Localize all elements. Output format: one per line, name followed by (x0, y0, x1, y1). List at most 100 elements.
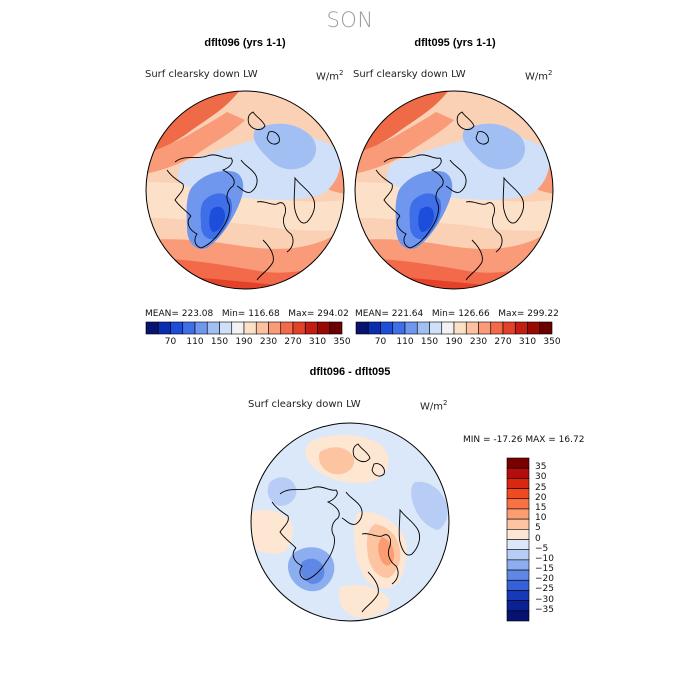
colorbar-swatch (404, 321, 418, 335)
colorbar-swatch (429, 321, 443, 335)
colorbar-tick-label: −25 (535, 584, 554, 595)
colorbar-swatch (506, 549, 530, 561)
coastline (166, 169, 192, 217)
coastline (361, 571, 379, 613)
panel-1-title: dflt096 (yrs 1-1) (204, 37, 286, 49)
field-region (418, 206, 434, 232)
colorbar-swatch (506, 488, 530, 500)
coastline (465, 239, 483, 281)
panel-2-colorbar-ticks: 70 110 150 190 230 270 310 350 (356, 337, 561, 349)
coastline (361, 533, 399, 585)
colorbar-swatch (506, 610, 530, 622)
colorbar-swatch (317, 321, 331, 335)
coastline (383, 154, 444, 205)
panel-1-stats: MEAN= 223.08 Min= 116.68 Max= 294.02 (145, 309, 349, 319)
colorbar-swatch (506, 498, 530, 510)
colorbar-swatch (206, 321, 220, 335)
colorbar-swatch (506, 569, 530, 581)
colorbar-swatch (506, 579, 530, 591)
colorbar-tick-label: 110 (186, 337, 204, 347)
colorbar-swatch (506, 478, 530, 489)
coastline (293, 176, 316, 224)
colorbar-swatch (502, 321, 516, 335)
coastline (279, 486, 340, 537)
colorbar-tick-label: 5 (535, 523, 541, 534)
colorbar-swatch (243, 321, 257, 335)
panel-2-title: dflt095 (yrs 1-1) (414, 37, 496, 49)
colorbar-tick-label: −15 (535, 564, 554, 575)
colorbar-swatch (268, 321, 282, 335)
colorbar-swatch (441, 321, 455, 335)
panel-1-colorbar-ticks: 70 110 150 190 230 270 310 350 (146, 337, 351, 349)
colorbar-tick-label: 190 (235, 337, 253, 347)
colorbar-swatch (506, 457, 530, 469)
coastline (398, 508, 421, 556)
coastline (352, 443, 371, 463)
colorbar-swatch (514, 321, 528, 335)
coastline (465, 201, 503, 253)
colorbar-swatch (453, 321, 467, 335)
colorbar-tick-label: −20 (535, 574, 554, 585)
coastline (475, 131, 489, 145)
coastline (271, 501, 297, 549)
colorbar-tick-label: 70 (374, 337, 387, 347)
colorbar-tick-label: 110 (396, 337, 414, 347)
colorbar-swatch (231, 321, 245, 335)
colorbar-tick-label: 270 (284, 337, 302, 347)
colorbar-swatch (490, 321, 504, 335)
colorbar-swatch (280, 321, 294, 335)
coastline (445, 159, 467, 193)
panel-1-variable: Surf clearsky down LW (145, 69, 258, 80)
coastline (375, 169, 401, 217)
panel-1-units: W/m2 (316, 69, 344, 83)
colorbar-swatch (292, 321, 306, 335)
field-region (251, 510, 293, 554)
diff-map (250, 422, 450, 622)
colorbar-tick-label: 310 (308, 337, 327, 347)
colorbar-tick-label: 310 (518, 337, 537, 347)
colorbar-tick-label: 230 (469, 337, 488, 347)
colorbar-tick-label: 350 (543, 337, 561, 347)
colorbar-swatch (355, 321, 369, 335)
colorbar-swatch (506, 467, 530, 479)
colorbar-swatch (304, 321, 318, 335)
colorbar-swatch (506, 518, 530, 530)
colorbar-swatch (506, 508, 530, 520)
diff-variable: Surf clearsky down LW (248, 399, 361, 410)
coastline (456, 111, 475, 131)
coastline (174, 154, 235, 205)
field-region (339, 584, 390, 618)
colorbar-swatch (416, 321, 430, 335)
colorbar-swatch (219, 321, 233, 335)
colorbar-swatch (182, 321, 196, 335)
diff-colorbar-labels: 35 30 25 20 15 10 5 0 −5 −10 −15 −20 −25 −30 −35 (535, 458, 575, 621)
colorbar-tick-label: 350 (333, 337, 351, 347)
diff-colorbar (506, 457, 530, 622)
colorbar-swatch (465, 321, 479, 335)
field-region (318, 447, 355, 475)
colorbar-tick-label: 20 (535, 492, 547, 503)
panel-2-map (354, 90, 554, 290)
colorbar-swatch (367, 321, 381, 335)
colorbar-tick-label: 15 (535, 502, 547, 513)
colorbar-tick-label: 25 (535, 482, 547, 493)
colorbar-tick-label: 150 (420, 337, 439, 347)
field-region (209, 206, 225, 232)
colorbar-tick-label: 230 (259, 337, 278, 347)
coastline (502, 176, 525, 224)
colorbar-tick-label: −5 (535, 543, 549, 554)
colorbar-tick-label: 10 (535, 513, 547, 524)
diff-units: W/m2 (420, 399, 448, 413)
colorbar-swatch (329, 321, 343, 335)
colorbar-swatch (506, 559, 530, 571)
coastline (236, 159, 258, 193)
colorbar-tick-label: −30 (535, 594, 554, 605)
coastline (247, 111, 266, 131)
panel-2-variable: Surf clearsky down LW (353, 69, 466, 80)
field-region (355, 112, 454, 174)
season-title: SON (326, 8, 374, 32)
diff-title: dflt096 - dflt095 (309, 366, 391, 378)
panel-2-stats: MEAN= 221.64 Min= 126.66 Max= 299.22 (355, 309, 559, 319)
colorbar-tick-label: 35 (535, 462, 547, 473)
colorbar-swatch (506, 539, 530, 550)
